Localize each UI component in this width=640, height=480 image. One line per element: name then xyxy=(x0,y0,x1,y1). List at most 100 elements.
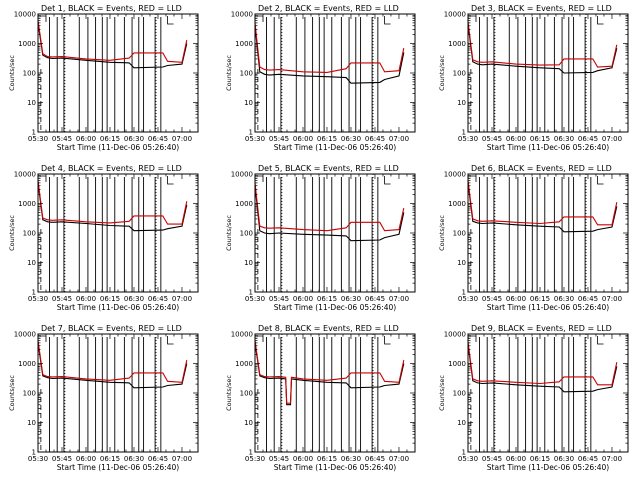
events-rate-line xyxy=(37,182,188,232)
plot-frame xyxy=(37,13,199,133)
plot-frame xyxy=(467,13,629,133)
x-tick-label: 05:30 xyxy=(245,135,265,143)
y-tick-label: 1000 xyxy=(18,360,36,368)
y-tick-label: 10 xyxy=(244,419,253,427)
x-tick-label: 06:30 xyxy=(554,455,574,463)
y-tick-label: 10000 xyxy=(14,11,36,19)
x-tick-label: 06:00 xyxy=(293,135,313,143)
corner-bracket xyxy=(470,335,477,342)
panel-title: Det 1, BLACK = Events, RED = LLD xyxy=(41,4,182,13)
y-tick-label: 1000 xyxy=(235,200,253,208)
corner-bracket xyxy=(597,176,604,185)
y-tick-label: 10 xyxy=(27,419,36,427)
x-tick-label: 05:30 xyxy=(28,295,48,303)
x-tick-label: 06:45 xyxy=(148,135,168,143)
x-tick-label: 06:15 xyxy=(317,295,337,303)
y-axis-label: Counts/sec xyxy=(438,55,446,91)
x-tick-label: 06:15 xyxy=(100,455,120,463)
lld-rate-line xyxy=(37,180,188,225)
x-tick-label: 06:45 xyxy=(148,295,168,303)
events-rate-line xyxy=(254,25,405,84)
x-tick-label: 06:30 xyxy=(341,455,361,463)
x-tick-label: 05:30 xyxy=(458,135,478,143)
y-tick-label: 1000 xyxy=(235,360,253,368)
x-tick-label: 05:30 xyxy=(245,455,265,463)
y-tick-label: 1 xyxy=(249,129,253,137)
x-tick-label: 06:00 xyxy=(76,295,96,303)
lld-rate-line xyxy=(467,341,618,386)
y-axis-label: Counts/sec xyxy=(225,55,233,91)
x-axis-label: Start Time (11-Dec-06 05:26:40) xyxy=(57,143,179,152)
x-tick-label: 06:15 xyxy=(317,455,337,463)
y-tick-label: 1 xyxy=(32,289,36,297)
y-tick-label: 1000 xyxy=(448,360,466,368)
detector-panel: Det 1, BLACK = Events, RED = LLD 1 10 100 10… xyxy=(8,4,199,152)
x-tick-label: 06:00 xyxy=(506,295,526,303)
y-tick-label: 100 xyxy=(240,70,253,78)
panel-title: Det 9, BLACK = Events, RED = LLD xyxy=(471,324,612,333)
lld-rate-line xyxy=(254,340,405,404)
y-tick-label: 1 xyxy=(32,129,36,137)
corner-bracket xyxy=(384,336,391,345)
y-axis-label: Counts/sec xyxy=(8,375,16,411)
detector-panel: Det 6, BLACK = Events, RED = LLD 1 10 100 10… xyxy=(438,164,629,312)
x-tick-label: 05:30 xyxy=(28,135,48,143)
y-tick-label: 100 xyxy=(240,390,253,398)
y-tick-label: 10000 xyxy=(444,331,466,339)
events-rate-line xyxy=(37,22,188,69)
detector-panel: Det 8, BLACK = Events, RED = LLD 1 10 100 10… xyxy=(225,324,416,472)
plot-frame xyxy=(467,173,629,293)
corner-bracket xyxy=(167,176,174,185)
x-tick-label: 06:30 xyxy=(124,455,144,463)
x-axis-label: Start Time (11-Dec-06 05:26:40) xyxy=(274,143,396,152)
lld-rate-line xyxy=(37,20,188,63)
detector-panel: Det 5, BLACK = Events, RED = LLD 1 10 100 10… xyxy=(225,164,416,312)
x-tick-label: 06:15 xyxy=(317,135,337,143)
corner-bracket xyxy=(167,336,174,345)
y-tick-label: 10 xyxy=(27,259,36,267)
detector-panel: Det 9, BLACK = Events, RED = LLD 1 10 100 10… xyxy=(438,324,629,472)
plot-frame xyxy=(254,13,416,133)
panel-title: Det 7, BLACK = Events, RED = LLD xyxy=(41,324,182,333)
x-tick-label: 05:30 xyxy=(458,455,478,463)
x-tick-label: 07:00 xyxy=(602,135,622,143)
y-tick-label: 1000 xyxy=(448,200,466,208)
y-tick-label: 1 xyxy=(462,449,466,457)
y-tick-label: 1 xyxy=(32,449,36,457)
panel-title: Det 8, BLACK = Events, RED = LLD xyxy=(258,324,399,333)
x-tick-label: 06:00 xyxy=(293,455,313,463)
x-tick-label: 07:00 xyxy=(389,295,409,303)
plot-frame xyxy=(37,173,199,293)
x-tick-label: 06:00 xyxy=(506,455,526,463)
x-tick-label: 05:45 xyxy=(52,135,72,143)
y-tick-label: 10 xyxy=(244,99,253,107)
x-tick-label: 06:15 xyxy=(530,455,550,463)
y-tick-label: 1000 xyxy=(448,40,466,48)
x-tick-label: 05:45 xyxy=(269,455,289,463)
y-axis-label: Counts/sec xyxy=(8,215,16,251)
x-tick-label: 06:45 xyxy=(365,295,385,303)
x-tick-label: 06:30 xyxy=(554,295,574,303)
y-axis-label: Counts/sec xyxy=(438,375,446,411)
x-tick-label: 05:45 xyxy=(482,295,502,303)
detector-panel: Det 7, BLACK = Events, RED = LLD 1 10 100 10… xyxy=(8,324,199,472)
y-tick-label: 10 xyxy=(457,419,466,427)
lld-rate-line xyxy=(467,180,618,226)
y-axis-label: Counts/sec xyxy=(438,215,446,251)
x-tick-label: 07:00 xyxy=(172,135,192,143)
x-tick-label: 07:00 xyxy=(602,295,622,303)
x-tick-label: 05:45 xyxy=(482,455,502,463)
y-tick-label: 10000 xyxy=(231,171,253,179)
x-tick-label: 06:30 xyxy=(341,135,361,143)
x-axis-label: Start Time (11-Dec-06 05:26:40) xyxy=(487,143,609,152)
lld-rate-line xyxy=(254,22,405,73)
y-tick-label: 100 xyxy=(23,70,36,78)
y-tick-label: 10 xyxy=(457,99,466,107)
x-tick-label: 06:45 xyxy=(365,455,385,463)
events-rate-line xyxy=(37,342,188,389)
x-tick-label: 06:15 xyxy=(530,295,550,303)
x-tick-label: 05:45 xyxy=(482,135,502,143)
lld-rate-line xyxy=(37,340,188,383)
plot-frame xyxy=(37,333,199,453)
corner-bracket xyxy=(384,176,391,185)
